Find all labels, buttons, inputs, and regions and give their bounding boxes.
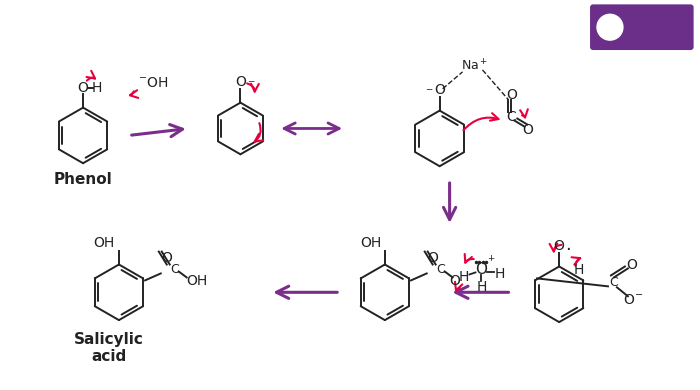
Text: O: O (161, 250, 172, 264)
Text: O: O (554, 239, 565, 253)
Text: OH: OH (94, 236, 115, 250)
Text: Salicylic
acid: Salicylic acid (74, 332, 144, 364)
Text: Phenol: Phenol (54, 172, 113, 186)
Text: H: H (494, 268, 505, 282)
Text: B: B (603, 18, 616, 36)
Text: O: O (475, 262, 487, 277)
Text: O$^{-}$: O$^{-}$ (449, 275, 470, 288)
Text: OH: OH (360, 236, 382, 250)
Text: H: H (476, 280, 486, 294)
Text: O$^{-}$: O$^{-}$ (623, 293, 643, 307)
Text: C: C (507, 110, 516, 124)
Text: O: O (235, 75, 246, 89)
Text: $^{+}$: $^{+}$ (487, 254, 496, 267)
Text: $^{-}$: $^{-}$ (247, 78, 256, 91)
Text: C: C (436, 263, 445, 276)
Text: O: O (522, 124, 533, 137)
Circle shape (597, 14, 623, 40)
Text: H: H (92, 81, 102, 95)
Text: C: C (610, 276, 618, 289)
Text: O: O (506, 88, 517, 102)
Text: $\cdot$: $\cdot$ (566, 239, 571, 257)
Text: BYJU'S: BYJU'S (627, 14, 678, 28)
Text: H: H (574, 264, 584, 277)
Text: $^{-}$: $^{-}$ (426, 86, 434, 99)
Text: O: O (626, 257, 637, 271)
Text: O: O (434, 83, 445, 97)
Text: O: O (78, 81, 88, 95)
Text: $^{-}$OH: $^{-}$OH (138, 76, 169, 90)
Text: Na$^+$: Na$^+$ (461, 58, 488, 74)
Text: O: O (427, 250, 438, 264)
Text: The Learning App: The Learning App (619, 31, 687, 40)
Text: OH: OH (186, 275, 207, 288)
Text: C: C (170, 263, 179, 276)
Text: H: H (458, 270, 469, 284)
FancyBboxPatch shape (590, 4, 694, 50)
